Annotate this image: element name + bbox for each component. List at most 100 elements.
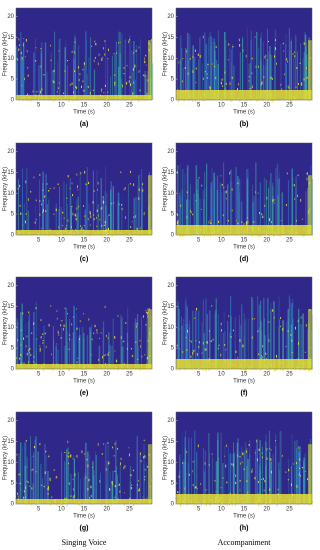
spectrogram-texture <box>33 322 35 326</box>
spectrogram-texture <box>271 55 273 100</box>
spectrogram-texture <box>97 443 99 446</box>
spectrogram-texture <box>304 234 306 237</box>
spectrogram-texture <box>217 347 219 350</box>
spectrogram-texture <box>93 218 95 221</box>
spectrogram-texture <box>39 90 41 94</box>
spectrogram-texture <box>241 461 243 464</box>
spectrogram-texture <box>107 337 109 339</box>
spectrogram-texture <box>93 332 95 335</box>
spectrogram-texture <box>231 99 233 102</box>
spectrogram-texture <box>290 324 293 369</box>
spectrogram-texture <box>280 220 282 222</box>
spectrogram-texture <box>136 484 138 504</box>
spectrogram-texture <box>204 37 206 100</box>
spectrogram-texture <box>223 162 225 235</box>
spectrogram-texture <box>95 43 97 46</box>
spectrogram-texture <box>83 62 85 65</box>
spectrogram-texture <box>17 58 19 61</box>
spectrogram-texture <box>228 43 230 46</box>
spectrogram-texture <box>225 198 227 200</box>
spectrogram-texture <box>25 180 27 184</box>
spectrogram-texture <box>182 351 184 353</box>
spectrogram-texture <box>264 480 266 483</box>
spectrogram-texture <box>176 494 312 504</box>
spectrogram-texture <box>213 38 215 100</box>
spectrogram-texture <box>25 213 27 215</box>
spectrogram-texture <box>76 87 78 89</box>
y-tick-label: 15 <box>7 439 14 445</box>
spectrogram-texture <box>128 80 130 83</box>
spectrogram-texture <box>237 356 239 359</box>
spectrogram-texture <box>306 42 308 100</box>
spectrogram-texture <box>251 234 253 237</box>
spectrogram-texture <box>275 47 277 50</box>
spectrogram-texture <box>205 489 207 491</box>
spectrogram-texture <box>133 503 135 506</box>
spectrogram-texture <box>280 83 282 86</box>
spectrogram-texture <box>271 221 273 223</box>
spectrogram-texture <box>289 234 291 236</box>
spectrogram-texture <box>18 179 19 235</box>
spectrogram-texture <box>115 466 118 504</box>
spectrogram-texture <box>266 447 268 504</box>
spectrogram-texture <box>16 453 18 456</box>
spectrogram-texture <box>139 339 141 342</box>
spectrogram-texture <box>49 478 51 482</box>
spectrogram-background <box>176 412 312 504</box>
spectrogram-texture <box>273 202 275 204</box>
spectrogram-texture <box>111 483 113 486</box>
spectrogram-texture <box>227 184 229 235</box>
spectrogram-texture <box>212 180 214 235</box>
spectrogram-texture <box>203 333 205 369</box>
spectrogram-texture <box>124 187 126 190</box>
spectrogram-texture <box>231 44 234 100</box>
spectrogram-texture <box>83 312 85 315</box>
spectrogram-texture <box>16 357 18 359</box>
spectrogram-texture <box>49 188 51 190</box>
spectrogram-texture <box>192 350 194 352</box>
spectrogram-texture <box>129 481 131 504</box>
spectrogram-texture <box>74 470 76 504</box>
column-label: Singing Voice <box>62 538 107 547</box>
spectrogram-texture <box>89 234 91 237</box>
spectrogram-texture <box>93 475 95 504</box>
spectrogram-texture <box>91 45 93 47</box>
spectrogram-texture <box>291 351 293 353</box>
spectrogram-texture <box>220 353 222 357</box>
spectrogram-texture <box>119 53 121 100</box>
spectrogram-texture <box>215 298 217 369</box>
spectrogram-texture <box>178 322 180 369</box>
spectrogram-texture <box>280 316 282 319</box>
spectrogram-texture <box>214 313 216 369</box>
spectrogram-texture <box>257 296 259 369</box>
spectrogram-texture <box>56 317 58 320</box>
spectrogram-texture <box>199 198 201 235</box>
spectrogram-texture <box>27 361 29 364</box>
spectrogram-texture <box>305 324 307 327</box>
x-axis-label: Time (s) <box>233 110 255 116</box>
spectrogram-texture <box>278 462 280 504</box>
spectrogram-texture <box>193 503 195 507</box>
spectrogram-texture <box>121 84 123 88</box>
spectrogram-texture <box>56 503 58 506</box>
spectrogram-texture <box>229 180 232 235</box>
spectrogram-texture <box>224 344 226 346</box>
spectrogram-texture <box>231 76 233 80</box>
spectrogram-texture <box>98 345 101 369</box>
spectrogram-texture <box>197 310 200 369</box>
spectrogram-texture <box>210 36 212 100</box>
y-tick-label: 10 <box>167 325 174 331</box>
spectrogram-texture <box>105 354 107 356</box>
spectrogram-texture <box>43 485 45 488</box>
spectrogram-texture <box>70 226 72 228</box>
spectrogram-texture <box>240 201 243 235</box>
spectrogram-texture <box>23 490 25 493</box>
spectrogram-texture <box>196 353 198 356</box>
spectrogram-texture <box>201 321 203 369</box>
spectrogram-texture <box>58 38 60 100</box>
spectrogram-texture <box>274 29 277 100</box>
spectrogram-texture <box>17 187 19 190</box>
spectrogram-texture <box>244 335 246 369</box>
spectrogram-texture <box>72 316 74 318</box>
